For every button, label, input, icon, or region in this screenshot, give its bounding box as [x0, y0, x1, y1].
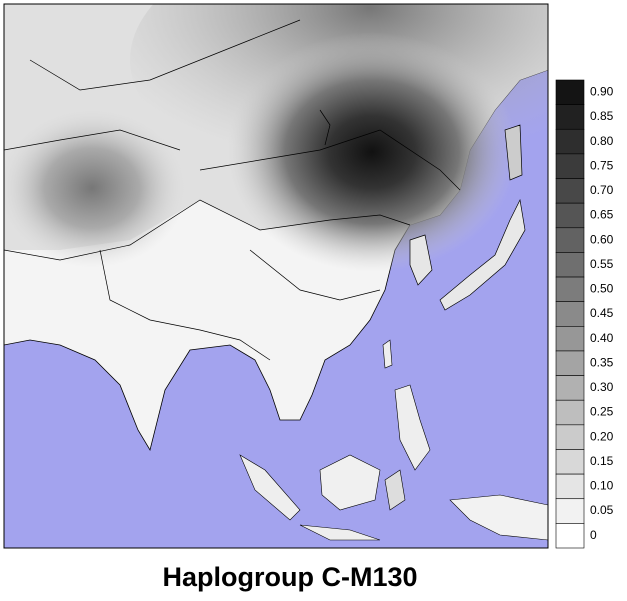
- legend-label: 0.25: [590, 405, 614, 419]
- legend-swatch: [555, 375, 585, 401]
- map-area: [4, 4, 548, 548]
- legend-label: 0: [590, 528, 597, 542]
- legend-swatch: [555, 104, 585, 130]
- legend-label: 0.35: [590, 355, 614, 369]
- legend-swatch: [555, 424, 585, 450]
- legend-swatch: [555, 202, 585, 229]
- legend-label: 0.50: [590, 282, 614, 296]
- legend-label: 0.15: [590, 454, 614, 468]
- legend-swatch: [555, 301, 585, 327]
- legend-swatch: [555, 153, 585, 179]
- legend-label: 0.60: [590, 232, 614, 246]
- legend-label: 0.55: [590, 257, 614, 271]
- legend-swatch: [555, 399, 585, 426]
- legend-swatch: [555, 350, 585, 376]
- color-legend: 0.90 0.85 0.80 0.75 0.70 0.65 0.60 0.55 0.50 0.45…: [555, 79, 614, 549]
- legend-label: 0.45: [590, 306, 614, 320]
- legend-swatch: [555, 252, 585, 278]
- legend-label: 0.75: [590, 158, 614, 172]
- map: 0.90 0.85 0.80 0.75 0.70 0.65 0.60 0.55 0.50 0.45…: [3, 3, 614, 549]
- legend-label: 0.70: [590, 183, 614, 197]
- legend-label: 0.40: [590, 331, 614, 345]
- legend-label: 0.20: [590, 429, 614, 443]
- legend-label: 0.85: [590, 109, 614, 123]
- legend-label: 0.30: [590, 380, 614, 394]
- legend-label: 0.80: [590, 134, 614, 148]
- legend-label: 0.90: [590, 84, 614, 98]
- legend-swatch: [555, 276, 585, 302]
- legend-swatch: [555, 178, 585, 204]
- legend-label: 0.05: [590, 503, 614, 517]
- legend-swatch: [555, 449, 585, 475]
- legend-swatch: [555, 79, 585, 105]
- map-title: Haplogroup C-M130: [162, 562, 418, 592]
- legend-swatch: [555, 473, 585, 500]
- legend-label: 0.65: [590, 208, 614, 222]
- legend-swatch: [555, 227, 585, 253]
- legend-swatch: [555, 326, 585, 352]
- legend-swatch: [555, 498, 585, 524]
- legend-label: 0.10: [590, 479, 614, 493]
- legend-swatch: [555, 523, 585, 549]
- legend-swatch: [555, 128, 585, 155]
